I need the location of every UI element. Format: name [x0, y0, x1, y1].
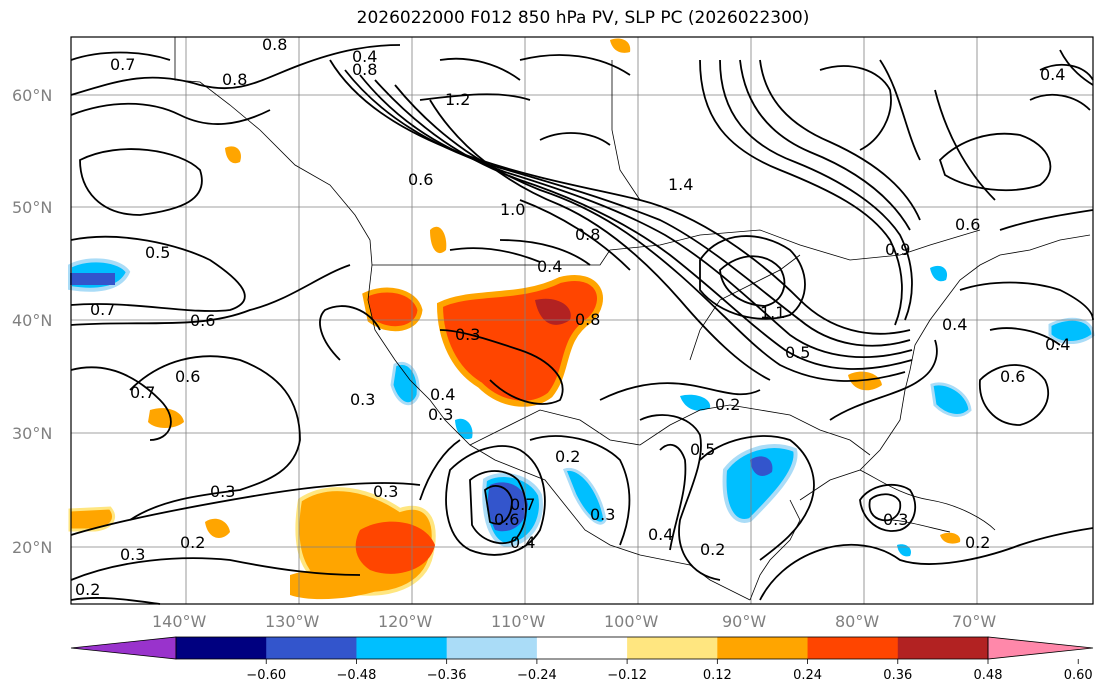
contour-label: 0.9	[885, 240, 910, 259]
contour-label: 0.3	[210, 482, 235, 501]
contour-label: 0.3	[120, 545, 145, 564]
lon-label: 100°W	[604, 612, 659, 631]
colorbar-tick-label: 0.48	[974, 668, 1003, 683]
lat-axis: 60°N 50°N 40°N 30°N 20°N	[12, 86, 52, 557]
colorbar-segment	[536, 637, 628, 659]
colorbar-tick-label: 0.60	[1064, 668, 1093, 683]
contour-label: 0.2	[555, 447, 580, 466]
contour-label: 0.8	[575, 310, 600, 329]
lon-label: 70°W	[952, 612, 996, 631]
lat-label: 50°N	[12, 198, 52, 217]
contour-label: 0.3	[883, 510, 908, 529]
coastlines	[174, 37, 1091, 601]
contour-label: 0.3	[590, 505, 615, 524]
colorbar-segment	[807, 637, 899, 659]
lon-label: 110°W	[491, 612, 546, 631]
contour-label: 0.6	[955, 215, 980, 234]
contour-label: 0.5	[690, 440, 715, 459]
contour-label: 0.7	[130, 383, 155, 402]
map-title: 2026022000 F012 850 hPa PV, SLP PC (2026…	[356, 8, 810, 28]
contour-label: 0.7	[510, 495, 535, 514]
contour-label: 0.7	[90, 300, 115, 319]
contour-label: 0.4	[942, 315, 967, 334]
contour-label: 0.5	[785, 343, 810, 362]
contour-labels: 0.4 0.8 1.2 0.8 0.7 0.8 0.6 1.0 0.4 0.5 …	[75, 35, 1070, 599]
contour-label: 1.4	[668, 175, 693, 194]
colorbar-tick-label: 0.12	[703, 668, 732, 683]
contour-label: 0.3	[428, 405, 453, 424]
map-frame	[70, 36, 1094, 605]
contour-label: 0.2	[75, 580, 100, 599]
contour-label: 0.6	[408, 170, 433, 189]
lat-label: 40°N	[12, 311, 52, 330]
colorbar-segment	[266, 637, 357, 659]
colorbar-border	[175, 636, 989, 660]
contour-label: 0.4	[430, 385, 455, 404]
lon-label: 90°W	[722, 612, 766, 631]
contour-label: 0.3	[455, 325, 480, 344]
colorbar-extend-high	[987, 636, 1094, 660]
colorbar-tick-label: −0.24	[517, 668, 557, 683]
contour-label: 0.4	[1040, 65, 1065, 84]
contour-label: 1.1	[760, 303, 785, 322]
contour-label: 0.6	[1000, 367, 1025, 386]
contour-label: 0.4	[1045, 335, 1070, 354]
colorbar-segment	[446, 637, 538, 659]
lon-label: 130°W	[265, 612, 320, 631]
colorbar-segment	[627, 637, 718, 659]
contour-label: 1.0	[500, 200, 525, 219]
contour-label: 0.4	[537, 257, 562, 276]
contour-label: 0.8	[352, 60, 377, 79]
contour-label: 0.2	[715, 395, 740, 414]
contour-label: 1.2	[445, 90, 470, 109]
contour-label: 0.2	[180, 533, 205, 552]
contour-label: 0.5	[145, 243, 170, 262]
pv-fill-areas	[68, 38, 1095, 600]
contour-label: 0.2	[700, 540, 725, 559]
colorbar-tick-label: −0.48	[337, 668, 377, 683]
colorbar-extend-low	[70, 636, 177, 660]
colorbar-tick-label: −0.12	[607, 668, 647, 683]
contour-label: 0.6	[190, 311, 215, 330]
lat-label: 30°N	[12, 424, 52, 443]
lon-axis: 140°W 130°W 120°W 110°W 100°W 90°W 80°W …	[152, 612, 996, 631]
lon-label: 80°W	[835, 612, 879, 631]
contour-label: 0.3	[373, 482, 398, 501]
lat-label: 60°N	[12, 86, 52, 105]
contour-label: 0.8	[222, 70, 247, 89]
colorbar-tick-label: 0.36	[883, 668, 912, 683]
slp-contours	[70, 44, 1094, 605]
contour-label: 0.4	[352, 47, 377, 66]
contour-label: 0.3	[350, 390, 375, 409]
lon-label: 120°W	[378, 612, 433, 631]
contour-label: 0.6	[175, 367, 200, 386]
colorbar-segment	[897, 637, 989, 659]
contour-label: 0.4	[510, 533, 535, 552]
contour-label: 0.4	[648, 525, 673, 544]
lat-label: 20°N	[12, 538, 52, 557]
colorbar-tick-label: −0.36	[427, 668, 467, 683]
lon-label: 140°W	[152, 612, 207, 631]
colorbar-tick-label: −0.60	[246, 668, 286, 683]
contour-label: 0.2	[965, 533, 990, 552]
colorbar-segment	[176, 637, 267, 659]
contour-label: 0.6	[494, 510, 519, 529]
colorbar: −0.60 −0.48 −0.36 −0.24 −0.12 0.12 0.24 0.36 0.4…	[70, 636, 1094, 683]
colorbar-segment	[356, 637, 448, 659]
colorbar-segment	[717, 637, 809, 659]
colorbar-tick-label: 0.24	[793, 668, 822, 683]
contour-label: 0.7	[110, 55, 135, 74]
contour-label: 0.8	[575, 225, 600, 244]
contour-label: 0.8	[262, 35, 287, 54]
